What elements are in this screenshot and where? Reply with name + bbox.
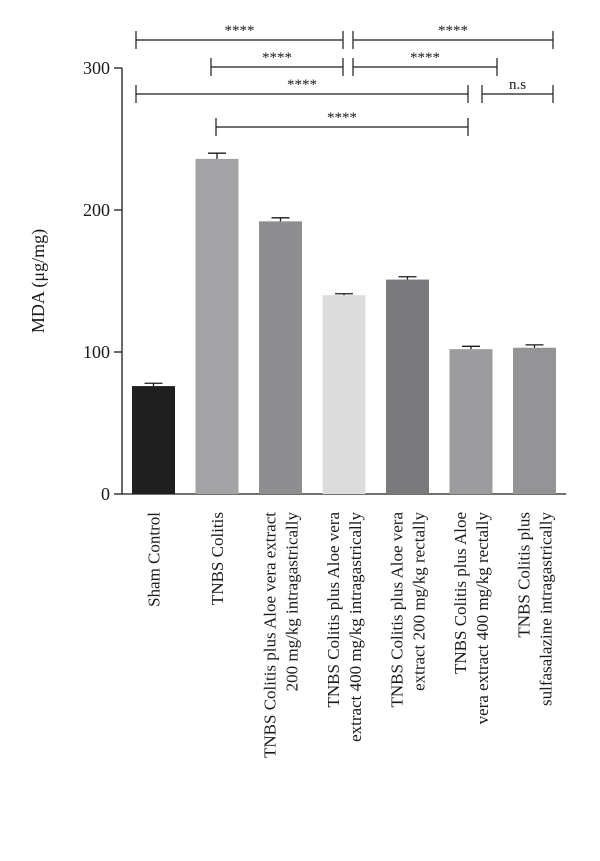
x-tick-label-line: TNBS Colitis plus Aloe vera — [324, 512, 343, 708]
y-tick-label: 100 — [83, 342, 110, 362]
significance-label: **** — [410, 50, 440, 66]
x-tick-label-line: TNBS Colitis plus Aloe vera extract — [261, 512, 280, 758]
x-axis: Sham Control TNBS Colitis TNBS Colitis plu… — [122, 493, 567, 758]
x-tick-label-line: sulfasalazine intragastrically — [537, 512, 556, 706]
y-tick-label: 300 — [83, 58, 110, 78]
x-tick-label-line: TNBS Colitis — [208, 512, 227, 605]
significance-label: **** — [262, 50, 292, 66]
x-tick-label: TNBS Colitis plus sulfasalazine intragast… — [515, 512, 556, 706]
significance-label: **** — [225, 23, 255, 39]
significance-label: **** — [438, 23, 468, 39]
x-tick-label-line: extract 400 mg/kg intragastrically — [346, 512, 365, 742]
significance-brackets: **** **** **** **** **** n.s **** — [135, 23, 554, 136]
x-tick-label-line: Sham Control — [145, 512, 164, 607]
x-tick-label-line: 200 mg/kg intragastrically — [283, 512, 302, 692]
x-tick-label-line: TNBS Colitis plus Aloe vera — [388, 512, 407, 708]
significance-label: **** — [287, 77, 317, 93]
x-tick-label-line: TNBS Colitis plus Aloe — [451, 512, 470, 674]
bar — [322, 295, 366, 494]
x-tick-label: TNBS Colitis plus Aloe vera extract 400 m… — [324, 512, 365, 742]
bar — [195, 158, 239, 494]
y-tick-label: 200 — [83, 200, 110, 220]
bar — [386, 279, 429, 494]
significance-bracket: **** — [352, 23, 554, 49]
significance-bracket: **** — [135, 77, 469, 103]
x-tick-label-line: extract 200 mg/kg rectally — [410, 512, 429, 691]
bar — [449, 349, 493, 494]
x-tick-label: TNBS Colitis plus Aloe vera extract 200 m… — [388, 512, 429, 708]
significance-bracket: **** — [210, 50, 344, 76]
x-tick-label: Sham Control — [145, 512, 164, 607]
x-tick-label: TNBS Colitis plus Aloe vera extract 200 m… — [261, 512, 302, 758]
significance-label: n.s — [509, 77, 526, 93]
significance-bracket: **** — [135, 23, 344, 49]
significance-bracket: n.s — [481, 77, 554, 103]
y-axis-label: MDA (μg/mg) — [28, 229, 49, 333]
bar — [513, 347, 556, 494]
significance-bracket: **** — [352, 50, 498, 76]
significance-label: **** — [327, 110, 357, 126]
x-tick-label: TNBS Colitis plus Aloe vera extract 400 m… — [451, 512, 492, 725]
x-tick-label-line: TNBS Colitis plus — [515, 512, 534, 638]
significance-bracket: **** — [215, 110, 469, 136]
x-tick-label: TNBS Colitis — [208, 512, 227, 605]
bars — [132, 152, 556, 495]
bar — [259, 221, 302, 495]
bar — [132, 386, 175, 494]
y-tick-label: 0 — [101, 484, 110, 504]
x-tick-label-line: vera extract 400 mg/kg rectally — [473, 512, 492, 725]
y-axis: 0 100 200 300 — [83, 58, 123, 504]
